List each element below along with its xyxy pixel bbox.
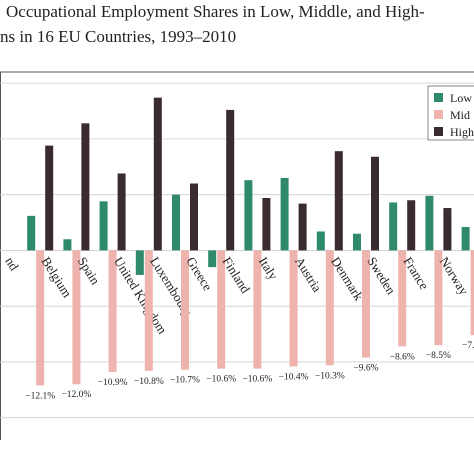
bar <box>226 109 235 251</box>
bar <box>298 203 307 251</box>
data-label: −10.6% <box>242 375 272 385</box>
bar <box>389 202 398 251</box>
bar <box>289 250 298 367</box>
bar <box>108 250 117 372</box>
legend-label: High <box>450 125 474 139</box>
data-label: −7.6% <box>462 341 474 351</box>
data-label: −12.1% <box>25 391 55 401</box>
bar <box>407 200 416 251</box>
bar <box>27 215 36 251</box>
data-label: −10.3% <box>315 371 345 381</box>
bar <box>371 156 379 251</box>
bar <box>135 250 144 275</box>
legend: Low Mid High <box>427 85 474 141</box>
bar <box>470 250 474 336</box>
bar <box>434 250 443 346</box>
bar <box>217 250 226 369</box>
bar <box>244 180 253 251</box>
bar <box>443 208 452 251</box>
legend-label: Low <box>450 91 472 105</box>
bar <box>398 250 407 347</box>
legend-swatch <box>434 127 443 136</box>
bar <box>153 97 162 251</box>
bar <box>144 250 153 371</box>
data-label: −10.8% <box>134 377 164 387</box>
bar <box>63 239 72 251</box>
bar <box>117 173 126 251</box>
bar <box>362 250 370 358</box>
data-label: −10.4% <box>279 372 309 382</box>
chart-title: ns in 16 EU Countries, 1993–2010 <box>0 27 236 46</box>
bar <box>45 145 54 251</box>
bar <box>253 250 262 369</box>
bar <box>72 250 81 385</box>
data-label: −10.6% <box>206 375 236 385</box>
data-label: −10.7% <box>170 376 200 386</box>
bar <box>99 201 108 251</box>
data-label: −12.0% <box>61 390 91 400</box>
bar <box>81 123 90 251</box>
bar <box>334 151 343 251</box>
chart-title: Occupational Employment Shares in Low, M… <box>6 2 425 21</box>
data-label: −9.6% <box>353 363 378 373</box>
bar <box>316 231 325 251</box>
data-label: −8.6% <box>390 352 415 362</box>
bar <box>325 250 334 366</box>
bar <box>208 250 217 268</box>
bar <box>280 177 289 251</box>
legend-label: Mid <box>450 108 470 122</box>
data-label: −10.9% <box>98 378 128 388</box>
data-label: −8.5% <box>426 351 451 361</box>
bar <box>190 183 198 251</box>
bar <box>172 194 180 251</box>
bar <box>353 233 361 251</box>
bar <box>181 250 189 370</box>
bar <box>461 227 470 251</box>
bar <box>425 195 434 251</box>
legend-swatch <box>434 110 443 119</box>
bar <box>262 198 271 251</box>
legend-swatch <box>434 93 443 102</box>
bar <box>36 250 45 386</box>
